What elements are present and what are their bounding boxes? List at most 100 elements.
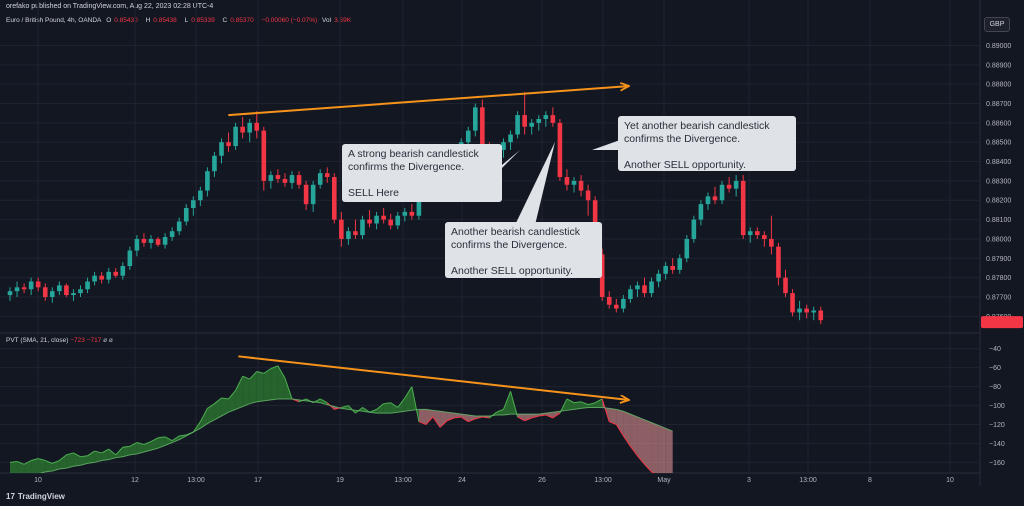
candle-body [522,115,527,127]
annotation-3-pointer [592,140,620,150]
time-tick-label: 17 [254,477,262,484]
pvt-fill-bearish [623,411,631,447]
pvt-fill-bullish [390,402,398,414]
candle-body [57,285,62,292]
candle-body [515,115,520,135]
pvt-fill-bullish [228,390,236,413]
pvt-tick-label: −100 [989,403,1005,410]
pvt-line-segment [439,420,448,428]
candle-body [7,291,13,296]
pvt-fill-bullish [277,365,285,399]
candle-body [747,231,753,236]
pvt-line-segment [150,437,159,443]
candle-body [642,285,647,294]
candle-body [762,235,767,239]
pvt-fill-bearish [602,398,610,422]
pvt-line-segment [115,446,124,456]
candle-body [303,184,309,205]
pvt-line-segment [460,416,469,423]
pvt-line-segment [517,416,525,422]
pvt-fill-bearish [524,414,532,421]
candle-body [381,215,386,220]
pvt-fill-bullish [397,398,405,413]
candle-body [536,118,542,123]
pvt-line-segment [157,436,166,439]
pvt-line-segment [580,401,589,406]
candle-body [712,196,718,201]
pvt-tick-label: −160 [989,460,1005,467]
price-tick-label: 0.88100 [986,217,1011,224]
pvt-line-segment [249,371,258,380]
annotation-yet-another-bearish[interactable]: Yet another bearish candlestick confirms… [618,116,796,171]
candle-body [289,175,295,183]
pvt-fill-bearish [517,414,525,421]
time-tick-label: May [657,477,671,484]
pvt-line-segment [545,414,554,419]
pvt-line-segment [66,452,74,456]
time-tick-label: 13:00 [394,477,412,484]
annotation-2-pointer [515,142,555,225]
candle-body [388,219,393,226]
pvt-line-segment [468,418,476,423]
price-tick-label: 0.88300 [986,178,1011,185]
candle-body [120,266,126,276]
candle-body [606,296,612,305]
price-tick-label: 0.88500 [986,140,1011,147]
candle-body [310,184,316,205]
close-label: C [222,17,228,24]
candle-body [564,177,570,185]
time-tick-label: 13:00 [799,477,817,484]
candle-body [233,126,238,147]
time-tick-label: 8 [868,477,872,484]
pvt-line-segment [432,416,441,428]
candle-body [698,204,704,220]
pvt-line-segment [9,460,18,463]
indicator-value-3: ø [103,337,108,344]
pvt-line-segment [566,398,575,404]
candle-body [635,285,640,290]
pvt-line-segment [87,450,95,457]
open-label: O [106,17,112,24]
pvt-line-segment [23,460,32,465]
price-tick-label: 0.88200 [986,198,1011,205]
candle-body [332,177,337,220]
annotation-strong-bearish[interactable]: A strong bearish candlestick confirms th… [342,144,502,202]
candle-body [205,171,210,191]
pvt-fill-bullish [45,460,53,472]
annotation-another-bearish[interactable]: Another bearish candlestick confirms the… [445,222,602,278]
grid-lines [0,0,980,473]
indicator-legend[interactable]: PVT (SMA, 21, close) −723 −717 ø ø [6,337,113,344]
high-value: 0.85438 [153,17,177,24]
pvt-fill-bullish [31,458,39,473]
pvt-fill-bearish [447,412,455,421]
pvt-line-segment [221,397,229,400]
currency-badge[interactable]: GBP [984,17,1010,32]
pvt-line-segment [242,375,250,380]
pvt-line-segment [31,458,39,462]
candle-body [148,238,154,243]
pvt-line-segment [101,448,109,454]
symbol-name[interactable]: Euro / British Pound, 4h, OANDA [6,17,102,24]
candle-body [275,175,281,179]
pvt-fill-bullish [221,398,229,416]
pvt-fill-bullish [207,403,215,424]
tradingview-logo[interactable]: 17 TradingView [6,492,65,501]
candle-body [191,200,196,208]
pvt-fill-bullish [200,408,208,429]
indicator-value-4: ø [108,337,113,344]
candle-body [296,175,302,185]
pvt-line-segment [94,450,102,454]
candle-body [614,304,619,309]
pvt-divergence-trendline [238,355,628,400]
pvt-line-segment [510,391,519,418]
candle-body [282,178,288,183]
candle-body [790,293,795,313]
candle-body [628,289,633,299]
pvt-line-segment [383,402,391,405]
candle-body [473,107,478,131]
pvt-fill-bearish [461,414,469,422]
price-tick-label: 0.88400 [986,159,1011,166]
candle-body [465,130,471,143]
candle-body [106,271,111,280]
